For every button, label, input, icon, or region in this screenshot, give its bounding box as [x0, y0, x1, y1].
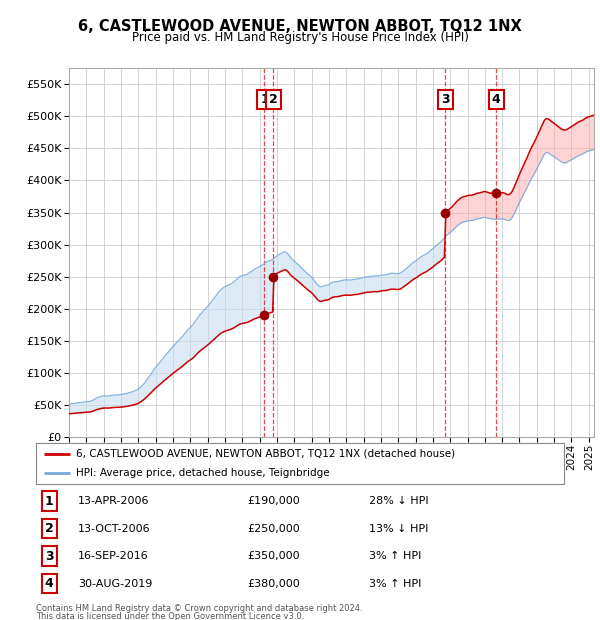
Text: 3% ↑ HPI: 3% ↑ HPI [368, 578, 421, 588]
Text: £380,000: £380,000 [247, 578, 300, 588]
Text: 2: 2 [269, 93, 277, 106]
Text: £350,000: £350,000 [247, 551, 300, 561]
Text: 6, CASTLEWOOD AVENUE, NEWTON ABBOT, TQ12 1NX (detached house): 6, CASTLEWOOD AVENUE, NEWTON ABBOT, TQ12… [76, 449, 455, 459]
Text: £250,000: £250,000 [247, 523, 300, 534]
Text: 3: 3 [441, 93, 449, 106]
Text: 13-OCT-2006: 13-OCT-2006 [78, 523, 151, 534]
Text: £190,000: £190,000 [247, 496, 300, 506]
Text: 3% ↑ HPI: 3% ↑ HPI [368, 551, 421, 561]
Text: 6, CASTLEWOOD AVENUE, NEWTON ABBOT, TQ12 1NX: 6, CASTLEWOOD AVENUE, NEWTON ABBOT, TQ12… [78, 19, 522, 33]
Text: Contains HM Land Registry data © Crown copyright and database right 2024.: Contains HM Land Registry data © Crown c… [36, 604, 362, 613]
FancyBboxPatch shape [36, 443, 564, 484]
Text: 16-SEP-2016: 16-SEP-2016 [78, 551, 149, 561]
Text: 13-APR-2006: 13-APR-2006 [78, 496, 150, 506]
Text: 4: 4 [45, 577, 53, 590]
Text: 28% ↓ HPI: 28% ↓ HPI [368, 496, 428, 506]
Text: 30-AUG-2019: 30-AUG-2019 [78, 578, 152, 588]
Text: 4: 4 [492, 93, 500, 106]
Text: 1: 1 [45, 495, 53, 508]
Text: HPI: Average price, detached house, Teignbridge: HPI: Average price, detached house, Teig… [76, 468, 329, 478]
Text: 13% ↓ HPI: 13% ↓ HPI [368, 523, 428, 534]
Text: 2: 2 [45, 522, 53, 535]
Text: 1: 1 [260, 93, 269, 106]
Text: Price paid vs. HM Land Registry's House Price Index (HPI): Price paid vs. HM Land Registry's House … [131, 31, 469, 44]
Text: This data is licensed under the Open Government Licence v3.0.: This data is licensed under the Open Gov… [36, 612, 304, 620]
Text: 3: 3 [45, 549, 53, 562]
